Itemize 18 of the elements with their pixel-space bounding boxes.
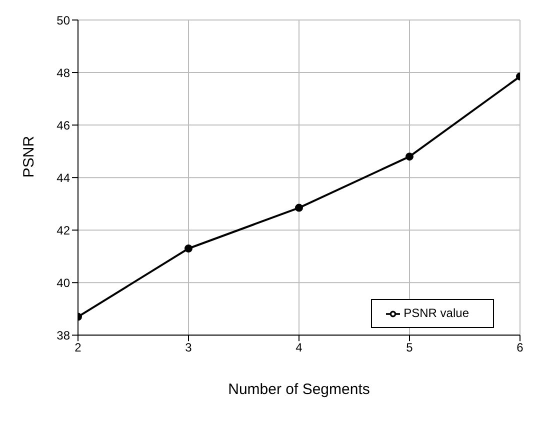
y-tick-label: 48 (56, 66, 70, 80)
point (295, 204, 303, 212)
x-tick-label: 2 (74, 340, 82, 355)
legend-label: PSNR value (404, 306, 469, 320)
x-tick-label: 5 (406, 340, 414, 355)
y-tick-label: 40 (56, 276, 70, 290)
x-axis-title: Number of Segments (228, 380, 370, 398)
y-tick-label: 50 (56, 13, 70, 28)
y-tick-label: 38 (56, 328, 70, 342)
x-tick-label: 3 (185, 340, 192, 355)
point (406, 152, 414, 161)
point (184, 244, 192, 252)
y-tick-label: 46 (56, 118, 70, 132)
x-tick-label: 4 (296, 340, 303, 355)
y-axis-title: PSNR (20, 136, 38, 178)
y-tick-label: 42 (56, 223, 70, 238)
y-tick-label: 44 (56, 170, 70, 185)
x-tick-label: 6 (516, 340, 524, 355)
